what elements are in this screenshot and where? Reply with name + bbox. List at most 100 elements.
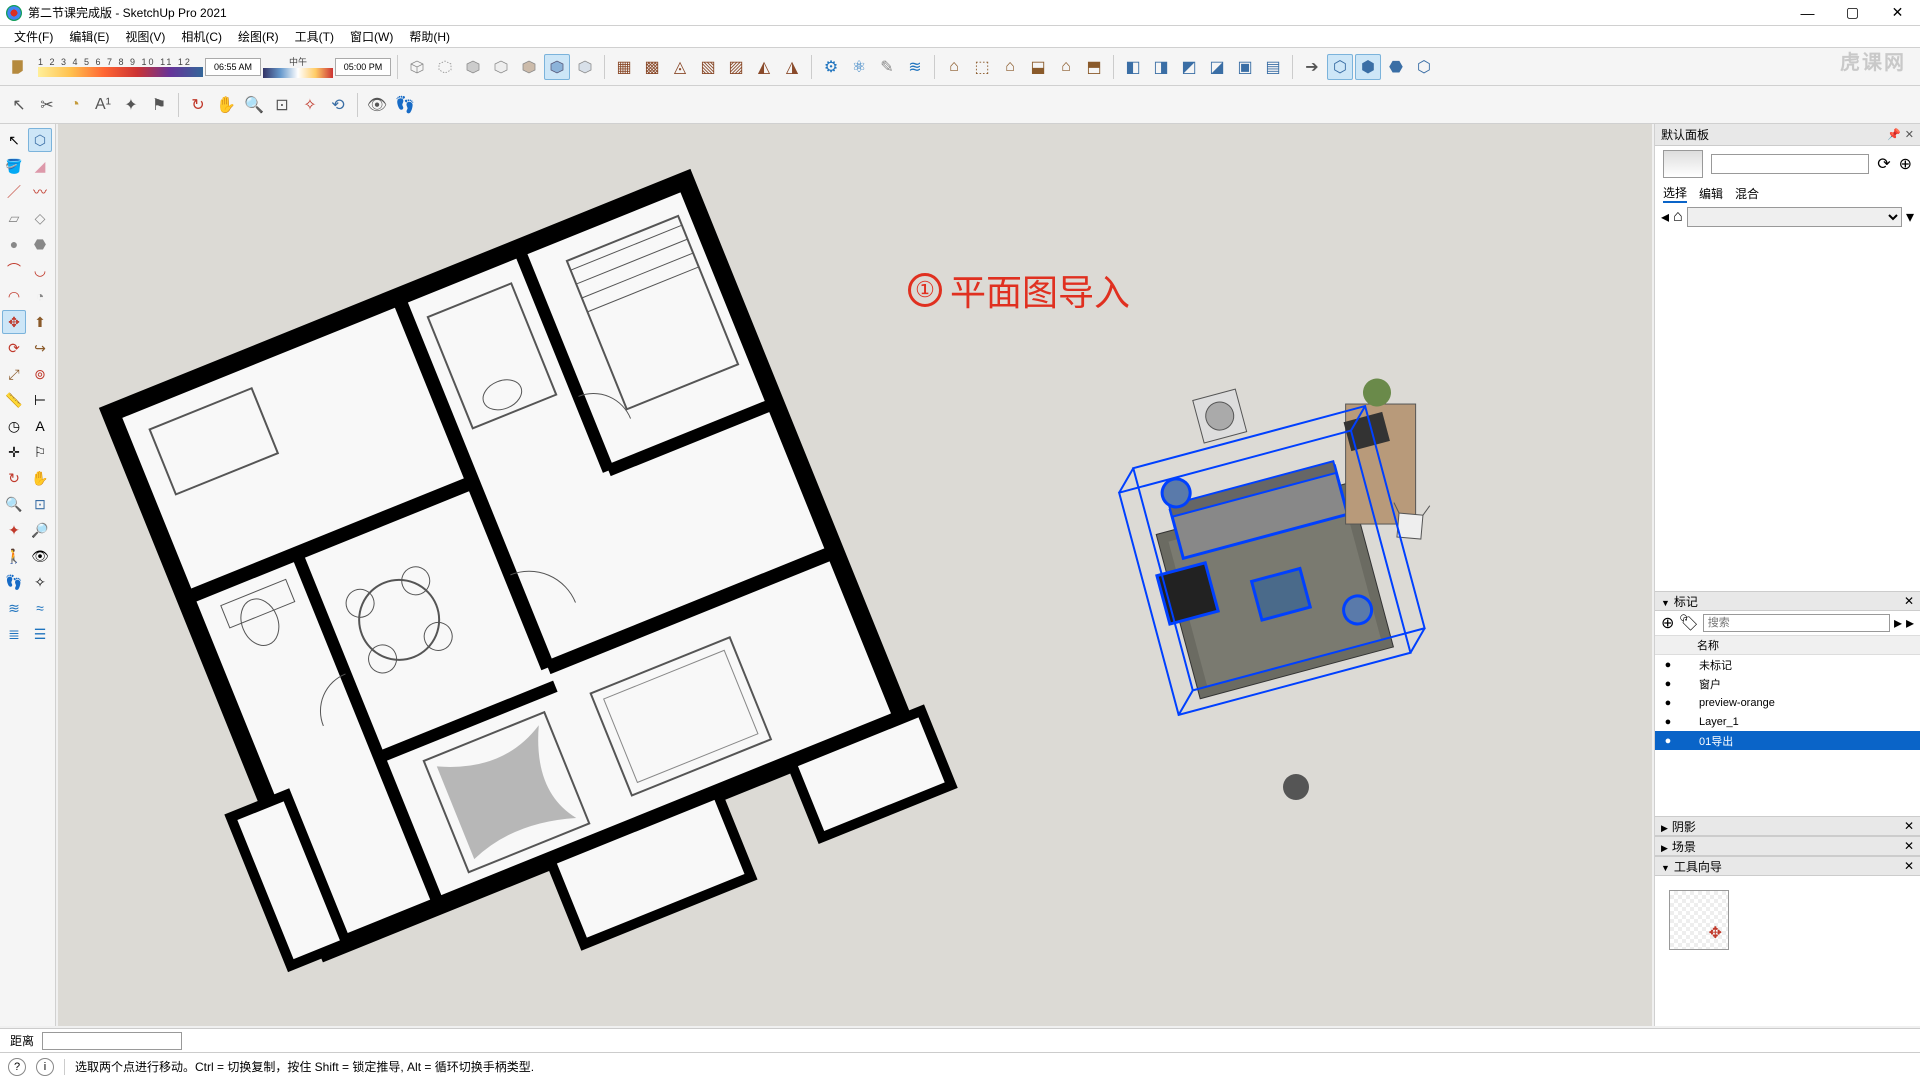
zoom-extents-icon[interactable]: ✧	[297, 92, 323, 118]
sectioncut-icon[interactable]: ✧	[28, 570, 52, 594]
tag-row[interactable]: ●preview-orange	[1655, 693, 1920, 712]
material-name-input[interactable]	[1711, 154, 1869, 174]
pie-icon[interactable]: ◔	[28, 284, 52, 308]
menu-window[interactable]: 窗口(W)	[344, 26, 399, 47]
section-icon[interactable]: ⚐	[28, 440, 52, 464]
tag-visibility-icon[interactable]: ●	[1661, 735, 1675, 747]
shadow-toggle-icon[interactable]	[6, 54, 32, 80]
view-front-icon[interactable]: ⬢	[1355, 54, 1381, 80]
panel-close-icon[interactable]: ✕	[1905, 128, 1914, 141]
pan-tool-icon[interactable]: ✋	[213, 92, 239, 118]
arc3-icon[interactable]: ◠	[2, 284, 26, 308]
menu-tools[interactable]: 工具(T)	[289, 26, 340, 47]
guide-close-icon[interactable]: ✕	[1904, 859, 1914, 873]
view-iso-icon[interactable]: ➔	[1299, 54, 1325, 80]
rotrect-icon[interactable]: ◇	[28, 206, 52, 230]
new-material-icon[interactable]: ⊕	[1899, 154, 1912, 174]
style-xray-icon[interactable]	[572, 54, 598, 80]
scale-icon[interactable]: ⤢	[2, 362, 26, 386]
menu-camera[interactable]: 相机(C)	[175, 26, 228, 47]
tag-row[interactable]: ●窗户	[1655, 674, 1920, 693]
tag-add-icon[interactable]: ⊕	[1661, 613, 1674, 633]
walk2-icon[interactable]: 🚶	[2, 544, 26, 568]
layers1-icon[interactable]: ≋	[2, 596, 26, 620]
zoom2-icon[interactable]: 🔍	[2, 492, 26, 516]
tag-visibility-icon[interactable]: ●	[1661, 659, 1675, 671]
month-gradient[interactable]	[38, 67, 203, 77]
circle-icon[interactable]: ●	[2, 232, 26, 256]
line-icon[interactable]: ／	[2, 180, 26, 204]
protractor-tool-icon[interactable]: ✦	[118, 92, 144, 118]
time-start[interactable]: 06:55 AM	[205, 58, 261, 76]
measure-input[interactable]	[42, 1032, 182, 1050]
shadow-section-header[interactable]: ▶阴影 ✕	[1655, 816, 1920, 836]
sandbox-2-icon[interactable]: ▩	[639, 54, 665, 80]
dropdown-icon[interactable]: ▾	[1906, 207, 1914, 227]
dim-icon[interactable]: ⊢	[28, 388, 52, 412]
orbit-tool-icon[interactable]: ↻	[185, 92, 211, 118]
zoomext2-icon[interactable]: ⊡	[28, 492, 52, 516]
prev-view-icon[interactable]: ⟲	[325, 92, 351, 118]
style-shaded-icon[interactable]	[460, 54, 486, 80]
zoom-tool-icon[interactable]: 🔍	[241, 92, 267, 118]
solid-6-icon[interactable]: ▤	[1260, 54, 1286, 80]
menu-view[interactable]: 视图(V)	[119, 26, 171, 47]
menu-draw[interactable]: 绘图(R)	[232, 26, 285, 47]
rect-icon[interactable]: ▱	[2, 206, 26, 230]
sandbox-5-icon[interactable]: ▨	[723, 54, 749, 80]
text3d-icon[interactable]: A	[28, 414, 52, 438]
view-top-icon[interactable]: ⬡	[1327, 54, 1353, 80]
text-tool-icon[interactable]: A¹	[90, 92, 116, 118]
sandbox-1-icon[interactable]: ▦	[611, 54, 637, 80]
lasso-tool-icon[interactable]: ✂	[34, 92, 60, 118]
tag-visibility-icon[interactable]: ●	[1661, 678, 1675, 690]
guide-section-header[interactable]: ▼工具向导 ✕	[1655, 856, 1920, 876]
arc2-icon[interactable]: ◡	[28, 258, 52, 282]
day-gradient[interactable]	[263, 68, 333, 78]
material-library-select[interactable]	[1687, 207, 1902, 227]
warehouse-3-icon[interactable]: ⌂	[997, 54, 1023, 80]
select-icon[interactable]: ↖	[2, 128, 26, 152]
tag-row[interactable]: ●Layer_1	[1655, 712, 1920, 731]
zoom-window-icon[interactable]: ⊡	[269, 92, 295, 118]
warehouse-5-icon[interactable]: ⌂	[1053, 54, 1079, 80]
view-back-icon[interactable]: ⬡	[1411, 54, 1437, 80]
tag-visibility-icon[interactable]: ●	[1661, 697, 1675, 709]
menu-help[interactable]: 帮助(H)	[403, 26, 456, 47]
polygon-icon[interactable]: ⬣	[28, 232, 52, 256]
home-icon[interactable]: ⌂	[1673, 208, 1683, 226]
arc-icon[interactable]: ⌒	[2, 258, 26, 282]
tag-folder-icon[interactable]: 🏷	[1678, 613, 1698, 633]
close-button[interactable]: ✕	[1875, 0, 1920, 26]
solid-4-icon[interactable]: ◪	[1204, 54, 1230, 80]
protractor2-icon[interactable]: ◷	[2, 414, 26, 438]
material-list-area[interactable]	[1655, 230, 1920, 591]
tag-row[interactable]: ●01导出	[1655, 731, 1920, 750]
axes-icon[interactable]: ✛	[2, 440, 26, 464]
dc-attr-icon[interactable]: ✎	[874, 54, 900, 80]
sandbox-7-icon[interactable]: ◮	[779, 54, 805, 80]
style-wire-icon[interactable]	[404, 54, 430, 80]
style-mono-icon[interactable]	[488, 54, 514, 80]
dc-options-icon[interactable]: ⚛	[846, 54, 872, 80]
position-icon[interactable]: ✦	[2, 518, 26, 542]
tags-close-icon[interactable]: ✕	[1904, 594, 1914, 608]
back-icon[interactable]: ◂	[1661, 207, 1669, 227]
refresh-icon[interactable]: ⟳	[1877, 154, 1890, 174]
material-thumb[interactable]	[1663, 150, 1703, 178]
menu-edit[interactable]: 编辑(E)	[63, 26, 115, 47]
sandbox-6-icon[interactable]: ◭	[751, 54, 777, 80]
tags-section-header[interactable]: ▼标记 ✕	[1655, 591, 1920, 611]
solid-2-icon[interactable]: ◨	[1148, 54, 1174, 80]
warehouse-4-icon[interactable]: ⬓	[1025, 54, 1051, 80]
look-icon[interactable]: 👁	[28, 544, 52, 568]
extension-icon[interactable]: ≋	[902, 54, 928, 80]
info-icon[interactable]: i	[36, 1058, 54, 1076]
position-camera-icon[interactable]: 👁	[364, 92, 390, 118]
axes-tool-icon[interactable]: ⚑	[146, 92, 172, 118]
solid-5-icon[interactable]: ▣	[1232, 54, 1258, 80]
dc-interact-icon[interactable]: ⚙	[818, 54, 844, 80]
pan2-icon[interactable]: ✋	[28, 466, 52, 490]
eraser-icon[interactable]: ◢	[28, 154, 52, 178]
rotate-icon[interactable]: ⟳	[2, 336, 26, 360]
